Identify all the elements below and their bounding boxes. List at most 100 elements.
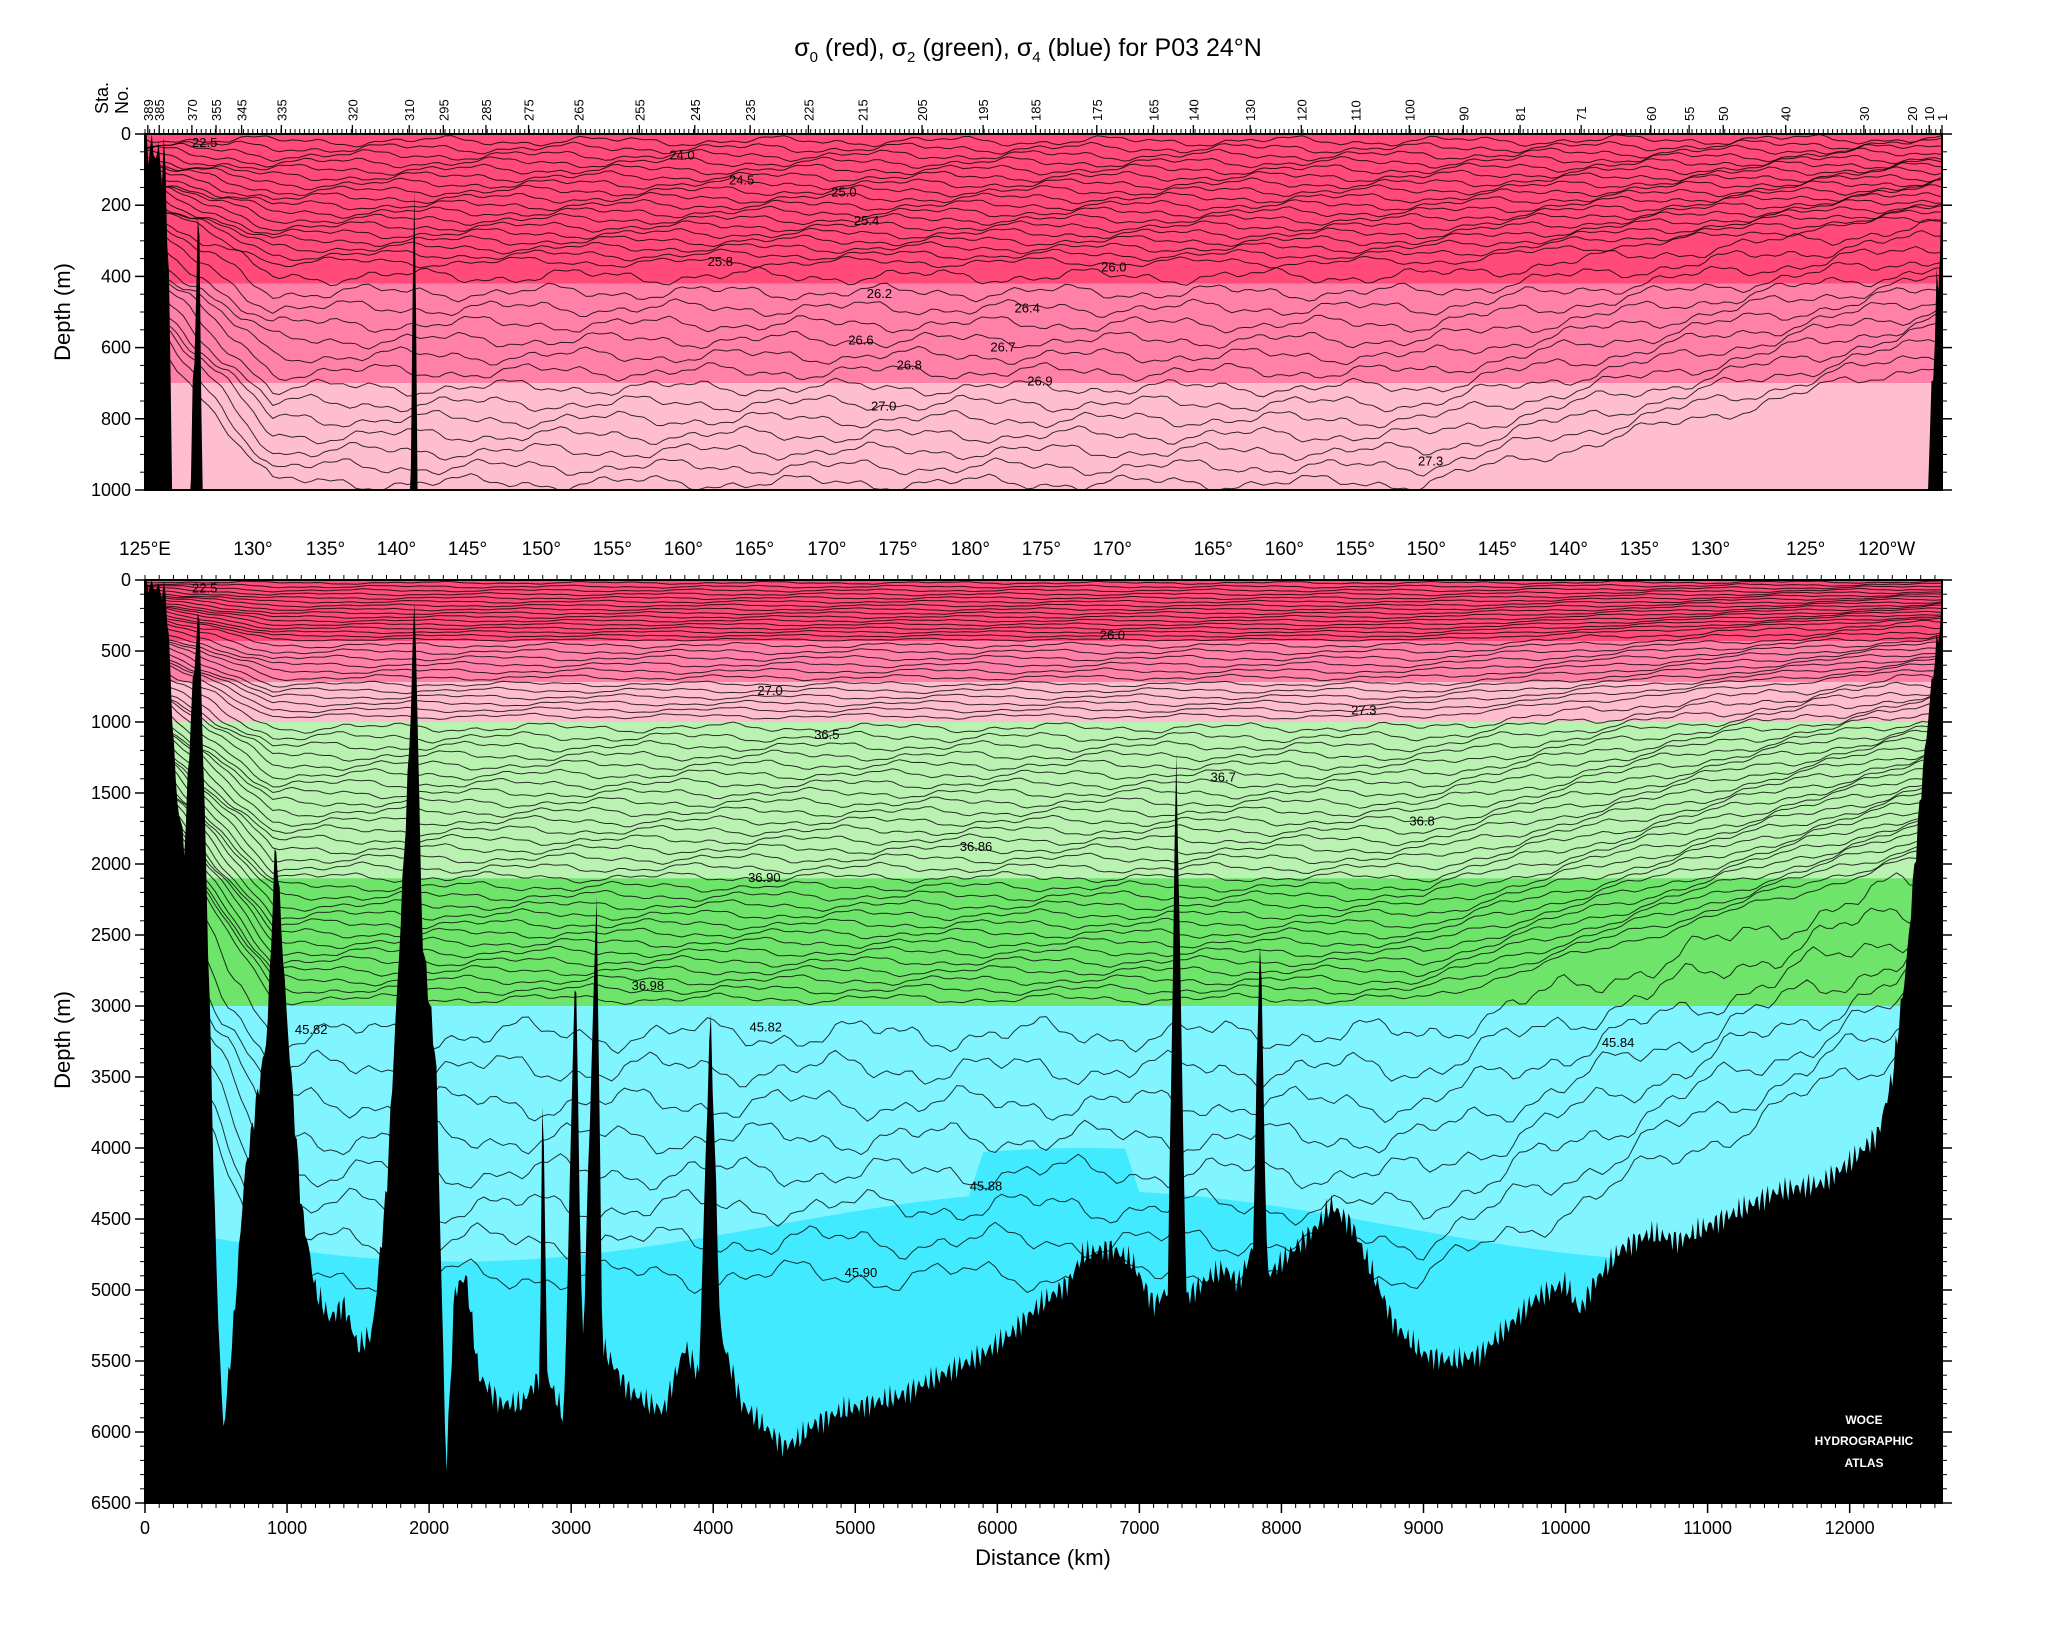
bottom-isopycnal-sigma4-7 bbox=[145, 955, 1942, 1294]
top-isopycnal-upper-15 bbox=[145, 197, 1942, 255]
x-tick-label-11: 11000 bbox=[1683, 1518, 1732, 1538]
bottom-isopycnal-sigma0-upper-7 bbox=[145, 595, 1942, 612]
bottom-isopycnal-sigma2-20 bbox=[145, 764, 1942, 922]
bottom-y-tick-label-5: 2500 bbox=[91, 925, 131, 945]
bottom-isopycnal-sigma2-29 bbox=[145, 811, 1942, 1006]
bottom-isopycnal-sigma2-7 bbox=[145, 694, 1942, 800]
bottom-isopycnal-sigma2-22 bbox=[145, 774, 1942, 940]
bottom-isopycnal-sigma2-9 bbox=[145, 708, 1942, 818]
bottom-isopycnal-sigma0-upper-15 bbox=[145, 612, 1942, 642]
bottom-y-tick-label-11: 5500 bbox=[91, 1351, 131, 1371]
bottom-contour-label-13: 45.88 bbox=[970, 1178, 1003, 1193]
bottom-isopycnal-sigma4-4 bbox=[145, 914, 1942, 1191]
longitude-label-1: 130° bbox=[233, 539, 272, 560]
longitude-label-13: 170° bbox=[1093, 539, 1132, 560]
top-isopycnal-upper-10 bbox=[145, 179, 1942, 220]
bottom-contour-label-4: 36.5 bbox=[814, 727, 839, 742]
station-label-31: 55 bbox=[1682, 107, 1697, 121]
longitude-label-8: 165° bbox=[735, 539, 774, 560]
longitude-label-15: 160° bbox=[1265, 539, 1304, 560]
top-contour-label-14: 27.3 bbox=[1418, 454, 1443, 469]
bottom-y-tick-label-13: 6500 bbox=[91, 1493, 131, 1513]
bottom-isopycnal-sigma0-lower-3 bbox=[145, 624, 1942, 669]
bottom-isopycnal-sigma4-1 bbox=[145, 845, 1942, 1088]
station-label-12: 255 bbox=[632, 99, 647, 121]
bottom-isopycnal-sigma2-18 bbox=[145, 752, 1942, 903]
top-isopycnal-upper-8 bbox=[145, 166, 1942, 205]
bottom-contour-label-10: 45.82 bbox=[295, 1022, 328, 1037]
longitude-label-22: 125° bbox=[1786, 539, 1825, 560]
bottom-isopycnal-sigma0-upper-11 bbox=[145, 604, 1942, 627]
x-axis-label: Distance (km) bbox=[975, 1545, 1111, 1570]
station-label-24: 120 bbox=[1294, 99, 1309, 121]
bottom-isopycnal-sigma4-3 bbox=[145, 898, 1942, 1156]
station-label-8: 295 bbox=[436, 99, 451, 121]
bottom-isopycnal-sigma0-lower-8 bbox=[145, 644, 1942, 701]
longitude-label-9: 170° bbox=[807, 539, 846, 560]
bottom-y-axis-label: Depth (m) bbox=[50, 991, 75, 1089]
longitude-label-4: 145° bbox=[448, 539, 487, 560]
bottom-plot-frame bbox=[144, 579, 1943, 1504]
bottom-contour-label-14: 45.90 bbox=[845, 1265, 878, 1280]
bottom-density-panel: 22.5 26.0 27.0 27.3 36.5 36.7 36.8 36.86 36.90 36… bbox=[50, 539, 1952, 1570]
top-contour-label-9: 26.6 bbox=[848, 332, 873, 347]
longitude-label-21: 130° bbox=[1691, 539, 1730, 560]
top-contour-label-7: 26.2 bbox=[867, 286, 892, 301]
x-tick-label-10: 10000 bbox=[1541, 1518, 1591, 1538]
watermark-line-2: HYDROGRAPHIC bbox=[1815, 1434, 1914, 1448]
bottom-isopycnal-sigma0-upper-9 bbox=[145, 599, 1942, 620]
top-contour-label-2: 24.5 bbox=[729, 172, 754, 187]
top-y-tick-label-3: 600 bbox=[101, 338, 131, 358]
bottom-y-tick-label-8: 4000 bbox=[91, 1138, 131, 1158]
bottom-seafloor bbox=[145, 580, 1942, 1503]
station-label-34: 30 bbox=[1857, 107, 1872, 121]
top-isopycnal-upper-1 bbox=[145, 137, 1942, 155]
bottom-isopycnal-sigma2-15 bbox=[145, 740, 1942, 875]
bottom-isopycnal-sigma2-25 bbox=[145, 788, 1942, 968]
bottom-isopycnal-sigma0-upper-10 bbox=[145, 602, 1942, 623]
top-isopycnal-lower-4 bbox=[145, 242, 1942, 350]
longitude-label-10: 175° bbox=[878, 539, 917, 560]
station-label-17: 205 bbox=[915, 99, 930, 121]
bottom-contour-label-8: 36.90 bbox=[748, 870, 781, 885]
longitude-label-20: 135° bbox=[1620, 539, 1659, 560]
station-label-3: 355 bbox=[209, 99, 224, 121]
bottom-isopycnal-sigma2-28 bbox=[145, 806, 1942, 996]
bottom-y-tick-label-0: 0 bbox=[121, 570, 131, 590]
station-label-25: 110 bbox=[1348, 100, 1363, 121]
bottom-isopycnal-sigma0-lower-11 bbox=[145, 652, 1942, 720]
x-tick-label-3: 3000 bbox=[551, 1518, 591, 1538]
top-isopycnal-lower-7 bbox=[145, 272, 1942, 398]
bottom-isopycnal-sigma0-upper-8 bbox=[145, 597, 1942, 616]
top-isopycnal-upper-0 bbox=[145, 134, 1942, 148]
top-contour-label-12: 26.9 bbox=[1027, 373, 1052, 388]
x-tick-label-6: 6000 bbox=[977, 1518, 1017, 1538]
top-contour-label-0: 22.5 bbox=[192, 135, 217, 150]
bottom-y-tick-label-12: 6000 bbox=[91, 1422, 131, 1442]
station-label-18: 195 bbox=[976, 99, 991, 121]
top-contour-label-3: 25.0 bbox=[831, 185, 856, 200]
station-label-1: 385 bbox=[152, 99, 167, 121]
bottom-isopycnal-sigma2-17 bbox=[145, 743, 1942, 893]
figure-title: σ0 (red), σ2 (green), σ4 (blue) for P03 … bbox=[794, 34, 1262, 66]
station-label-13: 245 bbox=[688, 99, 703, 121]
bottom-isopycnal-sigma2-27 bbox=[145, 798, 1942, 987]
bottom-isopycnal-sigma0-lower-6 bbox=[145, 637, 1942, 688]
bottom-contour-label-5: 36.7 bbox=[1211, 769, 1236, 784]
top-isopycnal-upper-14 bbox=[145, 190, 1942, 248]
station-label-14: 235 bbox=[743, 99, 758, 121]
bottom-isopycnal-sigma0-upper-2 bbox=[145, 584, 1942, 593]
bottom-isopycnal-sigma2-5 bbox=[145, 689, 1942, 781]
bottom-contour-label-3: 27.3 bbox=[1351, 703, 1376, 718]
top-isopycnal-lower-0 bbox=[145, 218, 1942, 287]
top-y-tick-label-1: 200 bbox=[101, 195, 131, 215]
bottom-isopycnal-sigma0-upper-12 bbox=[145, 605, 1942, 631]
station-number-header-label: No. bbox=[112, 86, 132, 114]
top-isopycnal-lower-1 bbox=[145, 225, 1942, 303]
bottom-isopycnal-sigma0-lower-5 bbox=[145, 634, 1942, 682]
top-density-fill bbox=[145, 134, 1942, 490]
top-isopycnal-lower-11 bbox=[145, 306, 1942, 462]
longitude-label-19: 140° bbox=[1549, 539, 1588, 560]
